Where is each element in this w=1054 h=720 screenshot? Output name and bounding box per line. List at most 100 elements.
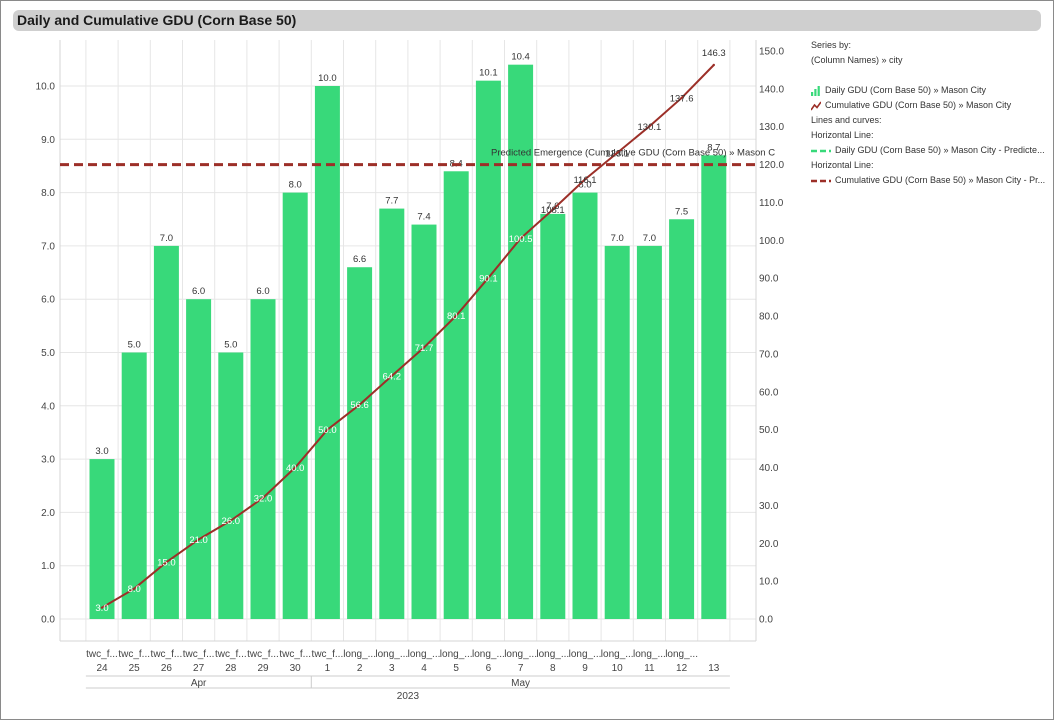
bar[interactable] — [475, 80, 501, 620]
x-day-label: 10 — [612, 663, 624, 674]
line-point[interactable] — [680, 96, 683, 100]
x-day-label: 29 — [257, 663, 269, 674]
y-right-tick-label: 130.0 — [759, 122, 784, 133]
legend-item-cumulative-label: Cumulative GDU (Corn Base 50) » Mason Ci… — [825, 100, 1012, 110]
bar[interactable] — [282, 192, 308, 619]
bar-data-label: 10.0 — [318, 73, 337, 84]
bar-data-label: 8.0 — [578, 180, 591, 191]
line-data-label: 50.0 — [318, 425, 337, 436]
threshold-label: Predicted Emergence (Cumulative GDU (Cor… — [491, 148, 775, 159]
bar[interactable] — [443, 171, 469, 619]
bar[interactable] — [540, 213, 566, 620]
x-day-label: 1 — [325, 663, 331, 674]
legend-lines-label: Lines and curves: — [811, 115, 882, 125]
bar-data-label: 7.0 — [611, 233, 624, 244]
line-point[interactable] — [133, 587, 136, 590]
bar-data-label: 10.4 — [511, 52, 530, 63]
line-point[interactable] — [551, 208, 554, 211]
bar[interactable] — [604, 245, 630, 619]
line-point[interactable] — [358, 403, 361, 406]
bar-data-label: 7.0 — [160, 233, 173, 244]
line-point[interactable] — [712, 63, 715, 67]
line-data-label: 8.0 — [128, 584, 141, 595]
line-point[interactable] — [519, 237, 522, 240]
y-left-tick-label: 2.0 — [41, 508, 55, 519]
bar[interactable] — [218, 352, 244, 620]
bar-data-label: 10.1 — [479, 68, 498, 79]
bar-data-label: 7.0 — [643, 233, 656, 244]
line-data-label: 146.3 — [702, 48, 726, 59]
line-point[interactable] — [648, 125, 651, 128]
bar[interactable] — [508, 64, 534, 620]
bar[interactable] — [121, 352, 147, 620]
x-category-label: long_... — [343, 649, 376, 660]
x-category-label: twc_f... — [86, 649, 118, 660]
y-right-tick-label: 90.0 — [759, 274, 779, 285]
x-day-label: 6 — [486, 663, 492, 674]
legend-item-daily[interactable]: Daily GDU (Corn Base 50) » Mason City — [811, 83, 1046, 98]
bar[interactable] — [89, 459, 115, 619]
x-category-label: long_... — [601, 649, 634, 660]
bar[interactable] — [250, 299, 276, 619]
x-year-label: 2023 — [397, 691, 420, 702]
bar[interactable] — [186, 299, 212, 619]
bar[interactable] — [411, 224, 437, 619]
line-point[interactable] — [583, 178, 587, 181]
line-point[interactable] — [100, 606, 104, 609]
bar[interactable] — [636, 245, 662, 619]
bar[interactable] — [379, 208, 405, 619]
y-left-tick-label: 10.0 — [36, 82, 56, 93]
bar[interactable] — [314, 86, 340, 619]
x-day-label: 5 — [453, 663, 459, 674]
bar-data-label: 7.7 — [385, 196, 398, 207]
legend-hline-daily[interactable]: Daily GDU (Corn Base 50) » Mason City - … — [811, 143, 1046, 158]
x-day-label: 9 — [582, 663, 588, 674]
y-right-tick-label: 20.0 — [759, 539, 779, 550]
bar[interactable] — [701, 155, 727, 620]
y-left-tick-label: 4.0 — [41, 401, 55, 412]
line-point[interactable] — [261, 496, 265, 500]
x-day-label: 30 — [290, 663, 302, 674]
line-point[interactable] — [422, 346, 426, 349]
line-point[interactable] — [197, 538, 200, 541]
x-category-label: twc_f... — [118, 649, 150, 660]
line-point[interactable] — [294, 466, 297, 469]
x-category-label: twc_f... — [151, 649, 183, 660]
line-point[interactable] — [165, 561, 168, 564]
x-day-label: 27 — [193, 663, 205, 674]
bar[interactable] — [347, 267, 373, 619]
x-category-label: long_... — [536, 649, 569, 660]
line-point[interactable] — [326, 428, 329, 431]
x-category-label: twc_f... — [312, 649, 344, 660]
line-point[interactable] — [229, 519, 232, 522]
line-data-label: 3.0 — [95, 603, 108, 614]
y-left-tick-label: 5.0 — [41, 348, 55, 359]
bar-data-label: 8.0 — [289, 180, 302, 191]
line-point[interactable] — [487, 276, 490, 280]
line-data-label: 80.1 — [447, 311, 466, 322]
cumulative-line[interactable] — [101, 64, 715, 609]
dashed-line-red-icon — [811, 179, 831, 182]
legend-item-daily-label: Daily GDU (Corn Base 50) » Mason City — [825, 85, 987, 95]
line-data-label: 130.1 — [638, 122, 662, 133]
legend-item-cumulative[interactable]: Cumulative GDU (Corn Base 50) » Mason Ci… — [811, 98, 1046, 113]
bar[interactable] — [669, 219, 695, 619]
legend-hline-cumulative[interactable]: Cumulative GDU (Corn Base 50) » Mason Ci… — [811, 173, 1046, 188]
x-month-label: May — [511, 678, 530, 689]
line-point[interactable] — [390, 374, 393, 378]
y-left-tick-label: 7.0 — [41, 241, 55, 252]
legend-series-by-value[interactable]: (Column Names) » city — [811, 55, 903, 65]
x-day-label: 25 — [129, 663, 141, 674]
y-right-tick-label: 70.0 — [759, 349, 779, 360]
line-data-label: 116.1 — [573, 175, 596, 186]
line-data-label: 71.7 — [415, 343, 434, 354]
line-data-label: 32.0 — [254, 493, 273, 504]
y-right-tick-label: 40.0 — [759, 463, 779, 474]
x-category-label: long_... — [472, 649, 505, 660]
x-category-label: long_... — [504, 649, 537, 660]
line-point[interactable] — [455, 314, 458, 317]
line-data-label: 21.0 — [189, 535, 208, 546]
bar[interactable] — [572, 192, 598, 619]
x-day-label: 7 — [518, 663, 524, 674]
line-point[interactable] — [616, 151, 619, 155]
